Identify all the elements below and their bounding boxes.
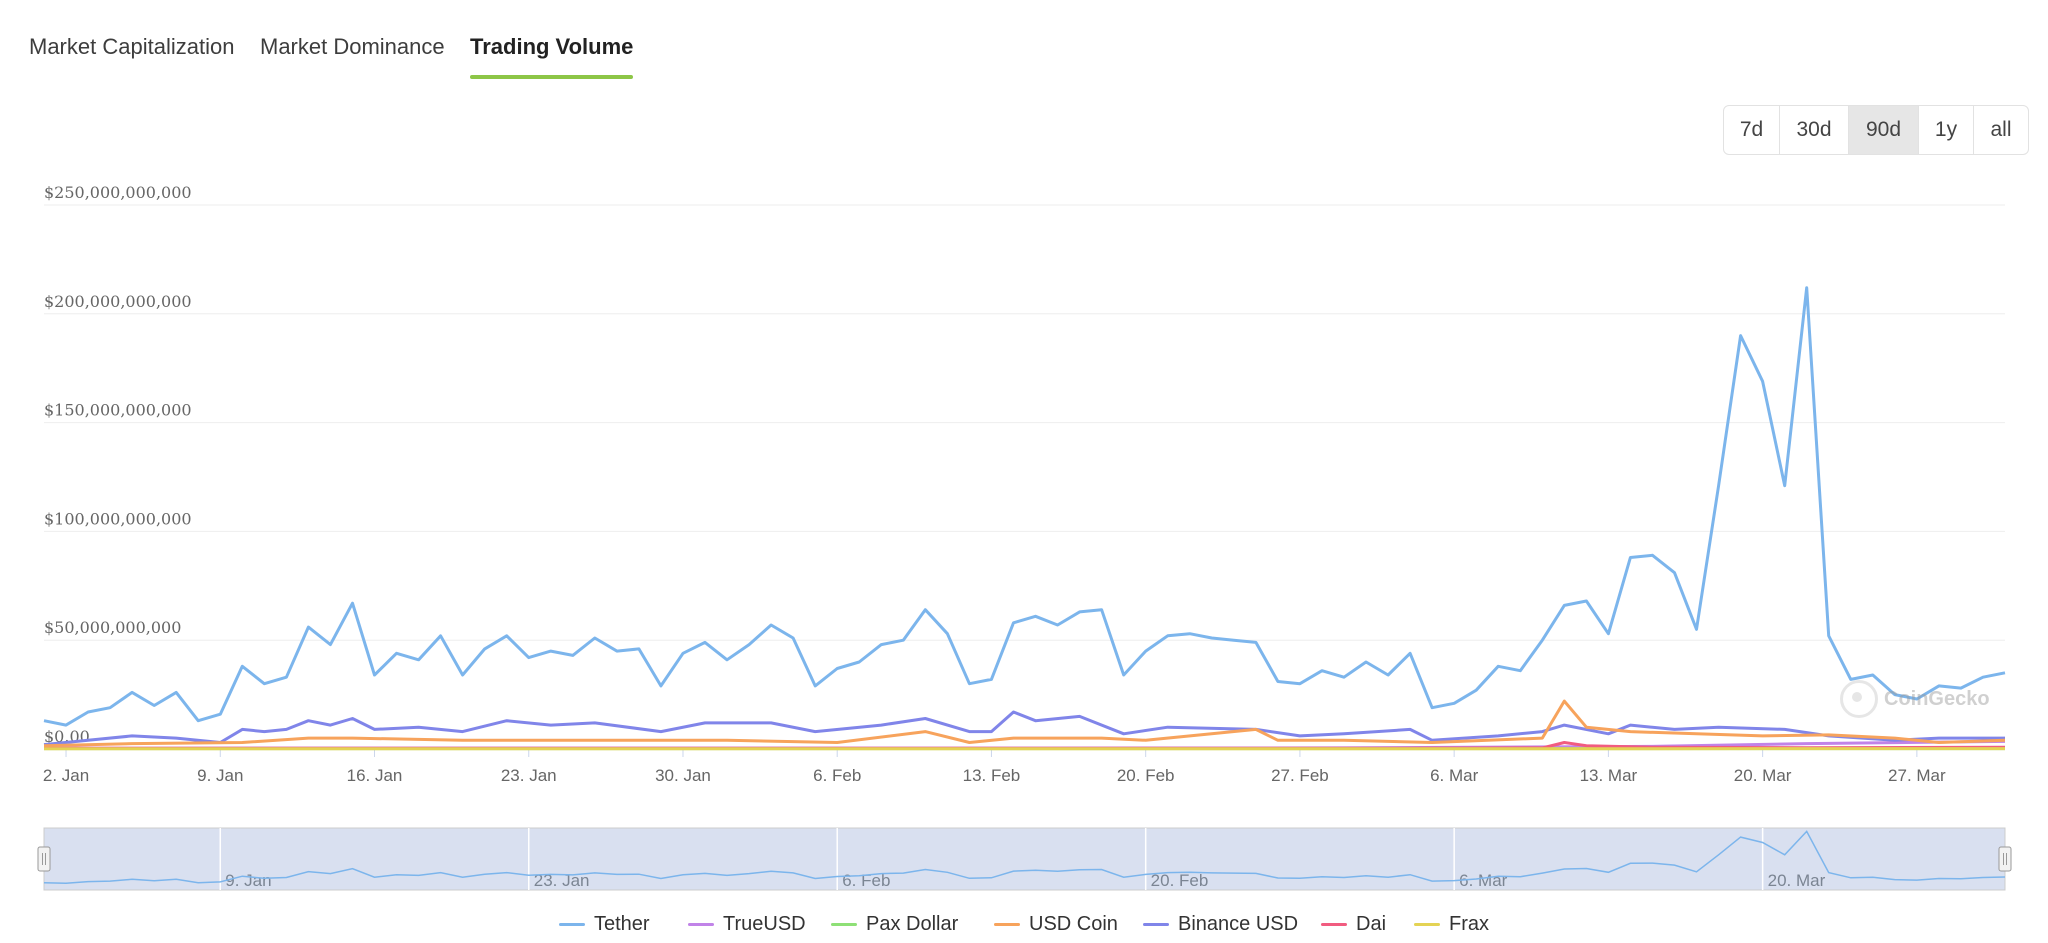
legend-label: TrueUSD	[723, 913, 806, 936]
x-tick-label: 27. Feb	[1271, 766, 1329, 785]
watermark-text: CoinGecko	[1884, 688, 1990, 711]
plot-area	[44, 288, 2005, 749]
legend-item-usd-coin[interactable]: USD Coin	[994, 913, 1118, 936]
navigator-tick-label: 20. Mar	[1768, 871, 1826, 890]
y-tick-label: $150,000,000,000	[44, 401, 192, 420]
x-tick-label: 20. Feb	[1117, 766, 1175, 785]
legend-label: Pax Dollar	[866, 913, 958, 936]
x-tick-label: 20. Mar	[1734, 766, 1792, 785]
x-tick-label: 2. Jan	[43, 766, 89, 785]
legend-label: USD Coin	[1029, 913, 1118, 936]
navigator-left-handle[interactable]	[38, 847, 50, 871]
x-tick-label: 27. Mar	[1888, 766, 1946, 785]
legend-label: Frax	[1449, 913, 1489, 936]
legend-swatch	[1321, 923, 1347, 926]
coingecko-watermark: CoinGecko	[1840, 680, 1990, 718]
x-tick-label: 30. Jan	[655, 766, 711, 785]
legend-swatch	[1143, 923, 1169, 926]
legend-swatch	[994, 923, 1020, 926]
legend-item-pax-dollar[interactable]: Pax Dollar	[831, 913, 958, 936]
legend-item-tether[interactable]: Tether	[559, 913, 650, 936]
grid-lines	[44, 205, 2005, 749]
legend-item-trueusd[interactable]: TrueUSD	[688, 913, 806, 936]
legend-swatch	[559, 923, 585, 926]
gecko-logo-icon	[1840, 680, 1878, 718]
chart-legend: Tether TrueUSD Pax Dollar USD Coin Binance U…	[0, 913, 2048, 943]
x-tick-label: 13. Mar	[1580, 766, 1638, 785]
legend-swatch	[1414, 923, 1440, 926]
x-tick-label: 6. Mar	[1430, 766, 1479, 785]
y-tick-label: $200,000,000,000	[44, 292, 192, 311]
x-tick-label: 13. Feb	[963, 766, 1021, 785]
navigator-tick-label: 9. Jan	[225, 871, 271, 890]
series-line-tether	[44, 288, 2005, 725]
y-tick-label: $50,000,000,000	[44, 618, 181, 637]
x-tick-label: 6. Feb	[813, 766, 861, 785]
legend-item-frax[interactable]: Frax	[1414, 913, 1489, 936]
x-axis: 2. Jan 9. Jan 16. Jan 23. Jan 30. Jan 6. Feb 1…	[43, 749, 1946, 785]
y-tick-label: $100,000,000,000	[44, 509, 192, 528]
legend-swatch	[688, 923, 714, 926]
y-axis: $0.00$50,000,000,000$100,000,000,000$150…	[44, 183, 192, 746]
legend-label: Binance USD	[1178, 913, 1298, 936]
legend-label: Tether	[594, 913, 650, 936]
x-tick-label: 23. Jan	[501, 766, 557, 785]
x-tick-label: 16. Jan	[347, 766, 403, 785]
y-tick-label: $250,000,000,000	[44, 183, 192, 202]
legend-label: Dai	[1356, 913, 1386, 936]
series-line-binance-usd	[44, 712, 2005, 745]
legend-item-binance-usd[interactable]: Binance USD	[1143, 913, 1298, 936]
legend-swatch	[831, 923, 857, 926]
x-tick-label: 9. Jan	[197, 766, 243, 785]
legend-item-dai[interactable]: Dai	[1321, 913, 1386, 936]
navigator-right-handle[interactable]	[1999, 847, 2011, 871]
navigator-selection[interactable]	[44, 828, 2005, 890]
navigator-tick-label: 6. Mar	[1459, 871, 1508, 890]
